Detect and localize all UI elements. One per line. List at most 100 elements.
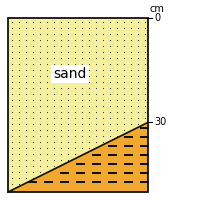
Point [122,86,126,90]
Point [94,104,98,108]
Point [136,122,140,126]
Point [38,56,42,60]
Point [17,32,21,36]
Point [101,134,105,138]
Bar [140,163,148,165]
Point [52,98,56,102]
Point [52,44,56,48]
Point [17,68,21,72]
Point [59,98,63,102]
Point [45,116,49,120]
Point [101,56,105,60]
Point [73,74,77,78]
Point [87,80,91,84]
Point [38,80,42,84]
Point [94,116,98,120]
Bar [76,163,84,165]
Point [38,146,42,150]
Point [115,122,119,126]
Bar [108,181,116,183]
Point [10,158,14,162]
Point [59,20,63,24]
Point [66,80,70,84]
Point [73,122,77,126]
Point [94,44,98,48]
Point [73,44,77,48]
Point [24,176,28,180]
Point [73,56,77,60]
Point [115,32,119,36]
Point [17,140,21,144]
Point [73,146,77,150]
Point [38,116,42,120]
Point [59,56,63,60]
Point [10,26,14,30]
Point [52,50,56,54]
Point [38,170,42,174]
Point [129,62,133,66]
Point [122,62,126,66]
Point [87,62,91,66]
Point [45,146,49,150]
Point [80,140,84,144]
Point [73,80,77,84]
Point [108,38,112,42]
Point [31,20,35,24]
Point [73,128,77,132]
Point [17,56,21,60]
Point [17,86,21,90]
Point [10,50,14,54]
Point [80,74,84,78]
Point [45,56,49,60]
Point [17,20,21,24]
Point [80,122,84,126]
Bar [124,154,132,156]
Text: 0: 0 [154,13,160,23]
Point [87,26,91,30]
Point [108,50,112,54]
Point [87,140,91,144]
Point [38,134,42,138]
Point [115,128,119,132]
Point [31,152,35,156]
Point [143,38,147,42]
Point [24,146,28,150]
Point [31,62,35,66]
Point [17,44,21,48]
Point [17,164,21,168]
Point [10,32,14,36]
Point [129,116,133,120]
Point [136,32,140,36]
Point [52,26,56,30]
Point [143,116,147,120]
Point [24,80,28,84]
Point [31,164,35,168]
Point [73,92,77,96]
Point [73,20,77,24]
Point [45,68,49,72]
Point [52,38,56,42]
Point [24,74,28,78]
Point [66,104,70,108]
Point [80,20,84,24]
Point [66,50,70,54]
Point [101,20,105,24]
Point [45,38,49,42]
Bar [140,145,148,147]
Point [59,80,63,84]
Bar [124,172,132,174]
Bar [140,136,148,138]
Point [108,104,112,108]
Polygon shape [8,18,148,192]
Bar [124,145,132,147]
Point [122,80,126,84]
Point [66,62,70,66]
Point [136,98,140,102]
Point [38,26,42,30]
Point [66,38,70,42]
Bar [60,172,68,174]
Point [73,140,77,144]
Point [143,26,147,30]
Point [108,116,112,120]
Point [45,110,49,114]
